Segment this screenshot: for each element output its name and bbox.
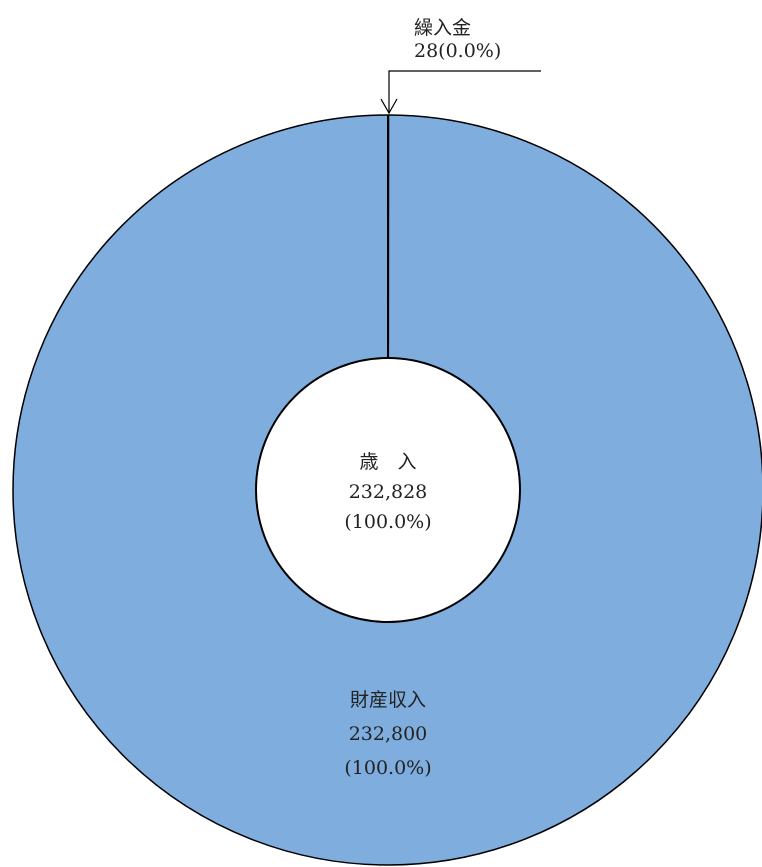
callout-label-value-percent: 28(0.0%) [414,40,501,62]
slice-label-group-zaisan: 財産収入 232,800 (100.0%) [344,689,431,779]
donut-center-hole [255,357,521,623]
callout-arrowhead [380,98,398,115]
slice-label-percent: (100.0%) [344,757,431,779]
callout-leader-line [388,70,541,113]
slice-label-name: 財産収入 [350,689,426,711]
center-total-percent: (100.0%) [344,511,431,533]
callout-label-name: 繰入金 [414,17,471,39]
callout-kurinyukin: 繰入金 28(0.0%) [380,17,541,115]
center-total-value: 232,828 [349,481,428,503]
center-total-label: 歳 入 [359,451,416,473]
center-label-group: 歳 入 232,828 (100.0%) [344,451,431,533]
slice-label-value: 232,800 [349,723,428,745]
